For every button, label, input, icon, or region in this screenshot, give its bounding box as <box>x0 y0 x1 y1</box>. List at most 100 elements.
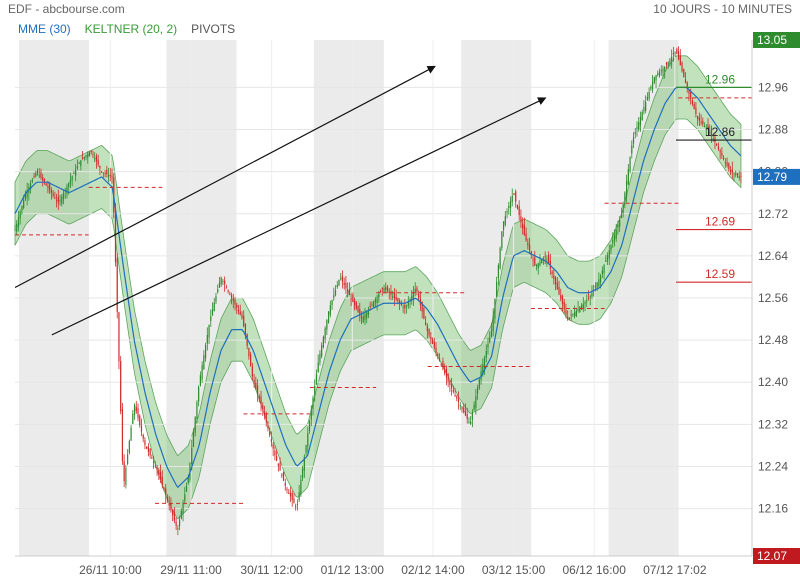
candle-body <box>513 193 515 195</box>
candle-body <box>208 324 210 338</box>
legend-mme[interactable]: MME (30) <box>18 22 71 36</box>
candle-body <box>307 433 309 447</box>
candle-body <box>525 233 527 241</box>
candle-body <box>399 300 401 304</box>
candle-body <box>457 398 460 402</box>
candle-body <box>731 169 733 173</box>
candle-body <box>47 186 49 189</box>
candle-body <box>620 214 623 218</box>
candle-body <box>418 294 420 299</box>
candle-body <box>428 329 430 336</box>
candle-body <box>600 275 602 283</box>
candle-body <box>163 488 165 491</box>
candle-body <box>83 156 85 159</box>
trendlines <box>14 65 547 336</box>
candle-body <box>224 280 226 285</box>
candle-body <box>282 471 285 481</box>
candle-body <box>638 122 640 130</box>
candle-body <box>265 414 267 422</box>
candle-body <box>702 120 704 125</box>
candle-body <box>324 328 326 340</box>
candle-body <box>672 52 674 55</box>
candle-body <box>310 409 312 420</box>
x-tick-label: 02/12 14:00 <box>401 563 465 577</box>
candle-body <box>404 304 406 309</box>
candle-body <box>76 166 78 169</box>
candle-body <box>256 385 259 395</box>
candle-body <box>598 279 600 287</box>
candle-body <box>149 448 151 456</box>
period-label[interactable]: 10 JOURS - 10 MINUTES <box>653 2 792 16</box>
candle-body <box>49 184 51 191</box>
candle-body <box>402 306 404 308</box>
candle-body <box>632 137 635 144</box>
candle-body <box>487 344 489 348</box>
candle-body <box>615 229 617 239</box>
candle-body <box>707 124 709 130</box>
x-tick-label: 03/12 15:00 <box>482 563 546 577</box>
candle-body <box>636 127 638 129</box>
candle-body <box>42 177 44 181</box>
candle-body <box>520 216 522 222</box>
candle-body <box>567 317 569 319</box>
candle-body <box>153 461 155 463</box>
candle-body <box>353 299 356 306</box>
candle-body <box>286 488 288 490</box>
candle-body <box>378 294 380 298</box>
legend-keltner[interactable]: KELTNER (20, 2) <box>84 22 178 36</box>
candle-body <box>613 235 616 241</box>
candle-body <box>463 407 465 413</box>
candle-body <box>106 170 108 175</box>
y-tick-label: 12.64 <box>758 249 788 263</box>
candle-body <box>175 521 177 526</box>
candle-body <box>114 210 117 263</box>
candle-body <box>651 81 654 90</box>
candle-body <box>173 511 176 521</box>
candle-body <box>468 422 470 424</box>
candle-body <box>90 150 92 152</box>
candle-body <box>140 425 143 432</box>
candle-body <box>451 383 453 389</box>
candle-body <box>184 494 186 501</box>
candle-body <box>276 456 278 461</box>
candle-body <box>719 150 721 153</box>
candle-body <box>350 298 352 300</box>
candle-body <box>16 223 18 232</box>
candle-body <box>509 201 512 209</box>
candle-body <box>99 165 101 169</box>
candle-body <box>196 402 198 419</box>
candle-body <box>693 103 695 109</box>
candle-body <box>709 132 711 134</box>
candle-body <box>95 156 98 162</box>
candle-body <box>227 290 229 292</box>
candle-body <box>712 138 714 140</box>
candle-body <box>664 66 666 72</box>
candle-body <box>435 347 437 353</box>
candle-body <box>158 470 160 476</box>
candle-body <box>40 172 42 178</box>
candle-body <box>45 183 47 186</box>
candle-body <box>295 506 297 508</box>
candle-body <box>624 192 626 203</box>
candle-body <box>502 221 505 230</box>
candle-body <box>548 254 550 264</box>
candle-body <box>347 289 349 292</box>
x-tick-label: 29/11 11:00 <box>160 563 222 577</box>
candle-body <box>170 503 172 511</box>
candle-body <box>596 282 598 290</box>
candle-body <box>523 225 525 236</box>
candle-body <box>539 261 541 266</box>
candle-body <box>274 450 276 456</box>
candle-body <box>546 258 548 260</box>
candle-body <box>643 107 645 112</box>
legend-pivots[interactable]: PIVOTS <box>191 22 236 36</box>
candle-body <box>449 380 451 386</box>
candle-body <box>461 407 463 409</box>
candle-body <box>483 357 486 369</box>
candle-body <box>572 313 574 315</box>
candle-body <box>81 157 84 159</box>
candle-body <box>168 503 170 506</box>
max-price-tag: 13.05 <box>757 33 787 47</box>
candle-body <box>78 162 80 164</box>
